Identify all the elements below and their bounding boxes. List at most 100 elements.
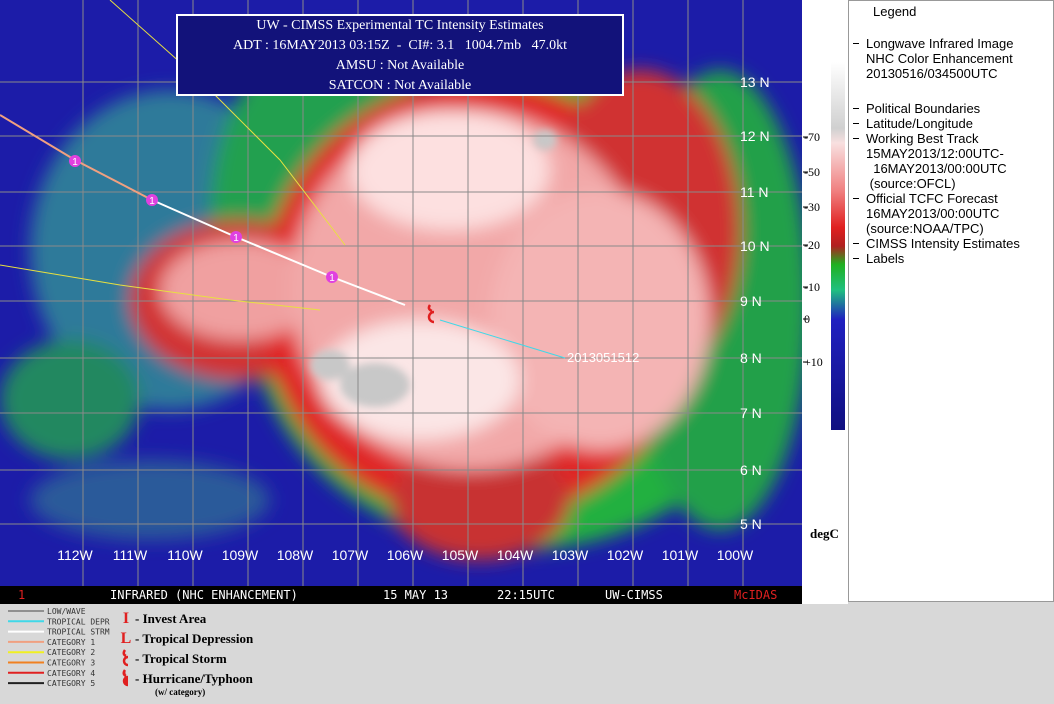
- scale-label: +10: [804, 355, 823, 369]
- lon-label: 106W: [387, 547, 424, 563]
- lat-label: 9 N: [740, 293, 762, 309]
- marker-label: 1: [149, 196, 155, 207]
- color-bar: [831, 62, 845, 430]
- legend-line: Political Boundaries: [853, 101, 980, 116]
- lat-label: 5 N: [740, 516, 762, 532]
- key-line-label: CATEGORY 5: [47, 679, 95, 688]
- scale-label: -30: [804, 200, 820, 214]
- lat-label: 6 N: [740, 462, 762, 478]
- status-time: 22:15UTC: [497, 588, 555, 602]
- lon-label: 103W: [552, 547, 589, 563]
- legend-item: Official TCFC Forecast 16MAY2013/00:00UTC…: [853, 191, 999, 236]
- key-symbol: L: [121, 630, 132, 647]
- key-symbol-label: - Tropical Depression: [135, 631, 254, 646]
- legend-line: CIMSS Intensity Estimates: [853, 236, 1020, 251]
- key-line-label: CATEGORY 4: [47, 669, 95, 678]
- status-date: 15 MAY 13: [383, 588, 448, 602]
- marker-label: 1: [329, 273, 335, 284]
- best-track-storm: [151, 199, 406, 306]
- key-line-label: CATEGORY 3: [47, 659, 95, 668]
- track-marker: [146, 194, 158, 206]
- key-line-label: CATEGORY 1: [47, 638, 95, 647]
- forecast-track-line: [0, 264, 321, 311]
- key-line-label: CATEGORY 2: [47, 648, 95, 657]
- key-symbol-label: - Invest Area: [135, 611, 207, 626]
- track-marker: [69, 155, 81, 167]
- scale-label: -20: [804, 238, 820, 252]
- lat-label: 10 N: [740, 238, 770, 254]
- status-bar: [0, 586, 802, 604]
- header-adt: ADT : 16MAY2013 03:15Z - CI#: 3.1 1004.7…: [232, 38, 568, 53]
- legend-line: Labels: [853, 251, 904, 266]
- key-symbol: [122, 649, 129, 667]
- key-note: (w/ category): [155, 687, 205, 697]
- scale-label: -50: [804, 165, 820, 179]
- key-line-label: LOW/WAVE: [47, 607, 86, 616]
- lon-label: 100W: [717, 547, 754, 563]
- legend-line: 16MAY2013/00:00UTC: [866, 161, 1007, 176]
- legend-line: Working Best Track: [853, 131, 1007, 146]
- lat-label: 8 N: [740, 350, 762, 366]
- status-product: INFRARED (NHC ENHANCEMENT): [110, 588, 298, 602]
- status-frame: 1: [18, 588, 25, 602]
- lat-lon-grid: 13 N 12 N 11 N 10 N 9 N 8 N 7 N 6 N 5 N 112W 111W 1…: [0, 0, 802, 586]
- lon-label: 110W: [167, 547, 203, 563]
- lat-label: 12 N: [740, 128, 770, 144]
- legend-line: (source:NOAA/TPC): [866, 221, 984, 236]
- lat-label: 13 N: [740, 74, 770, 90]
- legend-item: Latitude/Longitude: [853, 116, 973, 131]
- key-line-label: TROPICAL STRM: [47, 628, 110, 637]
- legend-line: Longwave Infrared Image: [853, 36, 1013, 51]
- marker-label: 1: [233, 233, 239, 244]
- legend-line: 16MAY2013/00:00UTC: [866, 206, 1000, 221]
- lon-label: 104W: [497, 547, 534, 563]
- lon-label: 112W: [57, 547, 93, 563]
- legend-line: 15MAY2013/12:00UTC-: [866, 146, 1004, 161]
- lon-label: 105W: [442, 547, 479, 563]
- track-markers: 1 1 1 1: [69, 155, 338, 284]
- lat-label: 7 N: [740, 405, 762, 421]
- key-symbol: [122, 669, 129, 687]
- legend-item: Labels: [853, 251, 904, 266]
- lon-label: 107W: [332, 547, 369, 563]
- scale-ticks: -70 -50 -30 -20 -10 0 +10: [803, 130, 823, 369]
- cloud-tops: [0, 30, 802, 560]
- key-symbol-label: - Hurricane/Typhoon: [135, 671, 254, 686]
- track-label: 2013051512: [567, 350, 639, 365]
- legend-panel: Legend Longwave Infrared Image NHC Color …: [848, 0, 1054, 602]
- header-satcon: SATCON : Not Available: [328, 78, 472, 93]
- scale-label: 0: [804, 312, 810, 326]
- legend-line: Official TCFC Forecast: [853, 191, 999, 206]
- lon-label: 102W: [607, 547, 644, 563]
- key-line-label: TROPICAL DEPR: [47, 617, 110, 626]
- lon-label: 108W: [277, 547, 314, 563]
- track-marker: [230, 231, 242, 243]
- header-amsu: AMSU : Not Available: [335, 58, 465, 73]
- forecast-line: [439, 319, 566, 359]
- status-text: 1 INFRARED (NHC ENHANCEMENT) 15 MAY 13 2…: [18, 588, 777, 602]
- forecast-track-line: [109, 0, 346, 246]
- legend-title: Legend: [873, 4, 917, 19]
- intensity-header: UW - CIMSS Experimental TC Intensity Est…: [176, 14, 624, 96]
- legend-line: NHC Color Enhancement: [866, 51, 1013, 66]
- scale-unit: degC: [810, 526, 839, 541]
- lon-label: 101W: [662, 547, 699, 563]
- legend-line: Latitude/Longitude: [853, 116, 973, 131]
- lat-label: 11 N: [740, 184, 769, 200]
- track-marker: [326, 271, 338, 283]
- lon-label: 109W: [222, 547, 259, 563]
- scale-label: -70: [804, 130, 820, 144]
- satellite-map: 13 N 12 N 11 N 10 N 9 N 8 N 7 N 6 N 5 N 112W 111W 1…: [0, 0, 802, 604]
- legend-item: Working Best Track 15MAY2013/12:00UTC- 16…: [853, 131, 1007, 191]
- legend-item: CIMSS Intensity Estimates: [853, 236, 1020, 251]
- key-symbol-label: - Tropical Storm: [135, 651, 227, 666]
- legend-item: Political Boundaries: [853, 101, 980, 116]
- status-source: UW-CIMSS: [605, 588, 663, 602]
- color-scale: -70 -50 -30 -20 -10 0 +10 degC: [802, 0, 848, 604]
- legend-item: Longwave Infrared Image NHC Color Enhance…: [853, 36, 1013, 81]
- key-symbol: I: [123, 610, 129, 627]
- status-software: McIDAS: [734, 588, 777, 602]
- legend-line: (source:OFCL): [866, 176, 956, 191]
